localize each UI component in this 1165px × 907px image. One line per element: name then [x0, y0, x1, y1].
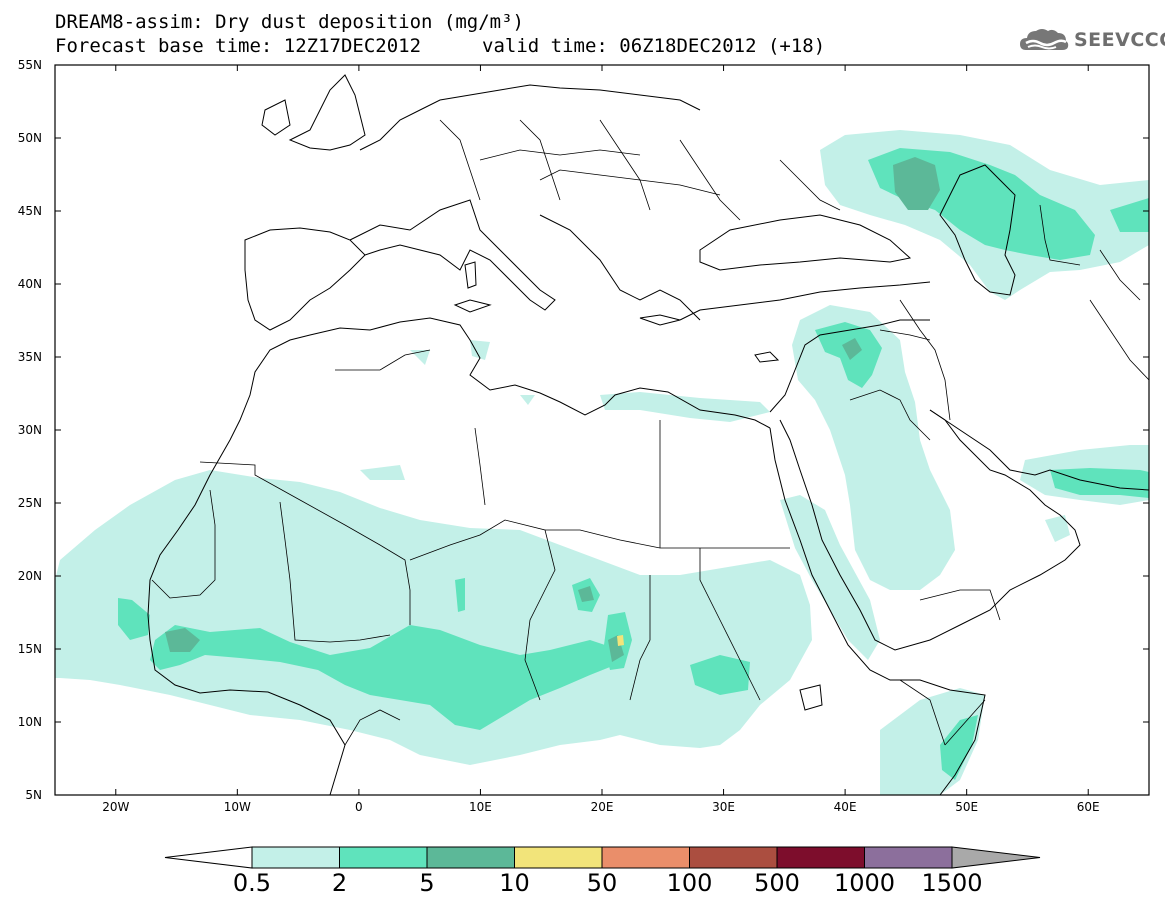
lat-tick-label: 50N [17, 131, 42, 145]
lat-tick-label: 25N [17, 496, 42, 510]
lon-tick-label: 20W [102, 800, 130, 814]
lat-tick-label: 5N [25, 788, 42, 802]
lat-tick-label: 40N [17, 277, 42, 291]
lat-tick-label: 45N [17, 204, 42, 218]
colorbar [164, 846, 1041, 869]
colorbar-swatch [601, 846, 690, 869]
colorbar-swatch [426, 846, 515, 869]
lat-tick-label: 55N [17, 58, 42, 72]
axis-ticks [55, 64, 1149, 796]
colorbar-swatch [689, 846, 778, 869]
lat-tick-label: 35N [17, 350, 42, 364]
lon-tick-label: 0 [355, 800, 363, 814]
lat-tick-label: 10N [17, 715, 42, 729]
lon-tick-label: 10E [469, 800, 492, 814]
valid-time: valid time: 06Z18DEC2012 (+18) [482, 35, 826, 57]
colorbar-label: 2 [331, 869, 348, 897]
colorbar-swatch [776, 846, 865, 869]
lat-tick-label: 20N [17, 569, 42, 583]
lon-tick-label: 40E [833, 800, 857, 814]
coastlines-and-borders [147, 74, 1149, 795]
colorbar-swatch [514, 846, 603, 869]
colorbar-max-arrow [951, 846, 1041, 869]
country-borders [151, 119, 1149, 746]
lat-tick-label: 15N [17, 642, 42, 656]
lat-tick-label: 30N [17, 423, 42, 437]
colorbar-swatch [251, 846, 340, 869]
forecast-base-time: Forecast base time: 12Z17DEC2012 [55, 35, 422, 57]
lon-tick-label: 20E [590, 800, 614, 814]
lon-tick-label: 30E [712, 800, 735, 814]
colorbar-min-arrow [164, 846, 253, 869]
colorbar-swatch [339, 846, 428, 869]
colorbar-label: 1500 [921, 869, 983, 897]
colorbar-label: 0.5 [232, 869, 272, 897]
colorbar-label: 500 [754, 869, 800, 897]
lon-tick-label: 60E [1076, 800, 1100, 814]
colorbar-swatch [864, 846, 953, 869]
seevccc-logo: SEEVCCC [1018, 24, 1165, 56]
logo-text: SEEVCCC [1074, 29, 1165, 51]
colorbar-label: 100 [666, 869, 713, 897]
lon-tick-label: 50E [955, 800, 979, 814]
lon-tick-label: 10W [223, 800, 251, 814]
map-title: DREAM8-assim: Dry dust deposition (mg/m³… [55, 11, 524, 33]
colorbar-label: 5 [419, 869, 435, 897]
colorbar-label: 1000 [833, 869, 896, 897]
colorbar-label: 50 [586, 869, 618, 897]
deposition-shading [55, 130, 1149, 795]
cloud-logo-icon [1020, 29, 1069, 50]
colorbar-label: 10 [499, 869, 530, 897]
